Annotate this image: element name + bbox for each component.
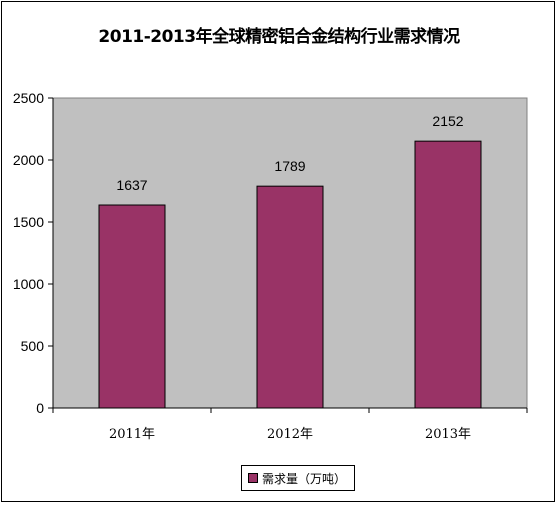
data-label: 1789 xyxy=(274,158,305,174)
x-tick-label: 2013年 xyxy=(425,427,471,442)
y-tick-label: 1500 xyxy=(13,214,44,230)
legend-label: 需求量（万吨） xyxy=(262,471,347,486)
y-tick-label: 0 xyxy=(36,400,44,416)
chart-title: 2011-2013年全球精密铝合金结构行业需求情况 xyxy=(98,27,460,47)
y-tick-label: 2000 xyxy=(13,152,44,168)
y-tick-label: 500 xyxy=(21,338,45,354)
y-tick-label: 2500 xyxy=(13,90,44,106)
x-tick-label: 2012年 xyxy=(267,427,313,442)
x-tick-label: 2011年 xyxy=(109,427,155,442)
data-label: 2152 xyxy=(432,113,463,129)
bar xyxy=(414,140,482,409)
legend-swatch xyxy=(248,473,258,483)
data-label: 1637 xyxy=(116,177,147,193)
bar xyxy=(98,204,166,409)
legend: 需求量（万吨） xyxy=(241,465,356,491)
bar xyxy=(256,185,324,409)
y-tick-label: 1000 xyxy=(13,276,44,292)
